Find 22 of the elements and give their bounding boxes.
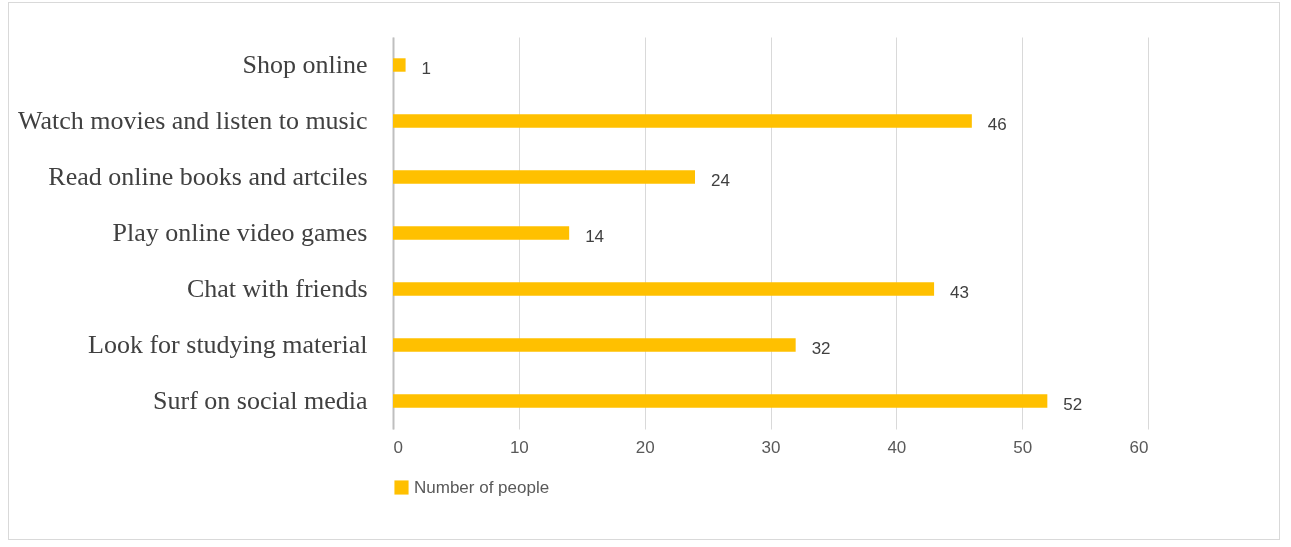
- x-tick-label: 20: [635, 437, 655, 457]
- data-label: 46: [987, 115, 1007, 134]
- data-label: 14: [585, 227, 605, 246]
- x-tick-label: 60: [1129, 437, 1149, 457]
- x-tick-label: 30: [761, 437, 781, 457]
- y-tick-label: Play online video games: [112, 218, 368, 247]
- data-label: 24: [711, 171, 730, 190]
- x-tick-label: 10: [509, 437, 529, 457]
- y-tick-label: Watch movies and listen to music: [17, 106, 368, 135]
- data-label: 32: [811, 339, 831, 358]
- y-tick-label: Surf on social media: [153, 386, 368, 415]
- y-tick-label: Read online books and artciles: [48, 162, 368, 191]
- y-tick-label: Chat with friends: [186, 274, 368, 303]
- data-label: 52: [1063, 395, 1083, 414]
- x-tick-label: 50: [1013, 437, 1033, 457]
- data-label: 43: [950, 283, 970, 302]
- x-tick-label: 40: [887, 437, 907, 457]
- data-label: 1: [421, 59, 432, 78]
- y-tick-label: Look for studying material: [88, 330, 368, 359]
- legend-label: Number of people: [414, 477, 550, 497]
- y-tick-label: Shop online: [242, 50, 368, 79]
- x-tick-label: 0: [393, 437, 403, 457]
